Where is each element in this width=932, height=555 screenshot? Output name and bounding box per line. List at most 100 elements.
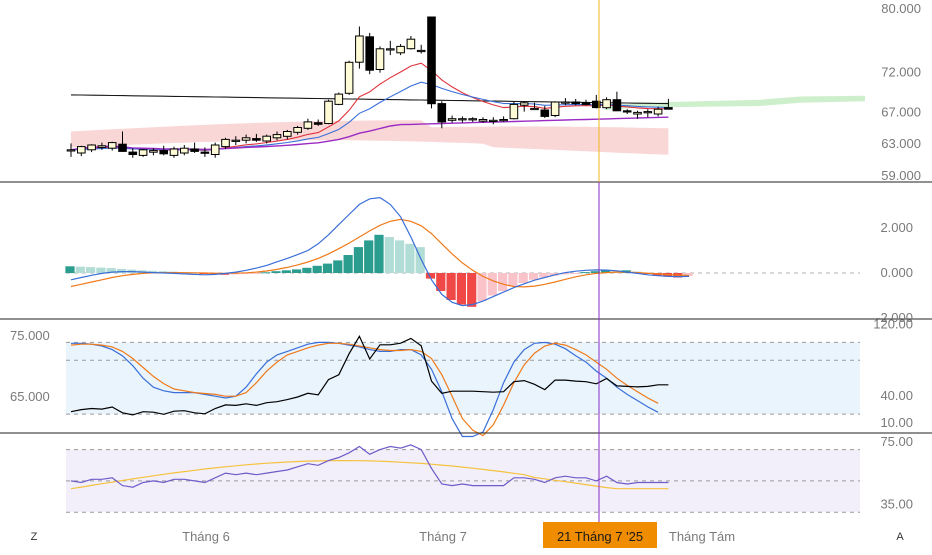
macd-histogram-bar (353, 247, 363, 273)
candle-52 (602, 97, 611, 110)
candle-body-up (324, 100, 333, 124)
x-tick-label-june: Tháng 6 (182, 529, 230, 544)
candle-5 (118, 131, 127, 152)
price-axis-tick: 67.000 (881, 104, 921, 119)
stochastic-band (66, 342, 860, 415)
stochastic-price-overlay-line (70, 335, 669, 416)
x-tick-label-august: Tháng Tám (669, 529, 735, 544)
candle-body-up (375, 48, 385, 70)
candle-3 (97, 142, 107, 150)
macd-histogram-bar (549, 273, 559, 276)
macd-histogram-bar (487, 273, 497, 296)
candle-body-up (489, 119, 498, 123)
candle-body-down (581, 102, 591, 105)
candle-56 (643, 109, 653, 118)
candle-7 (138, 149, 148, 157)
candle-40 (478, 117, 488, 123)
candle-body-down (313, 122, 323, 125)
macd-histogram-bar (456, 273, 466, 305)
candle-body-down (612, 99, 622, 112)
candle-12 (190, 142, 199, 153)
candle-36 (437, 101, 447, 129)
candle-11 (180, 145, 189, 156)
candle-49 (571, 98, 581, 106)
candle-body-up (241, 137, 251, 141)
macd-signal-line (70, 218, 690, 288)
candle-51 (592, 94, 601, 109)
candle-38 (458, 116, 467, 123)
candle-41 (489, 117, 498, 125)
candle-body-up (406, 38, 416, 50)
macd-histogram-bar (364, 240, 374, 273)
macd-histogram-bar (302, 267, 312, 273)
macd-histogram-bar (498, 273, 508, 291)
candle-26 (334, 92, 344, 106)
macd-line (70, 196, 690, 307)
macd-histogram-bar (240, 273, 250, 274)
candle-body-down (200, 151, 210, 154)
stochastic-left-tick: 75.000 (10, 328, 50, 343)
candle-body-up (221, 138, 230, 148)
candle-14 (210, 142, 220, 158)
candle-body-up (509, 103, 519, 120)
macd-histogram-bar (477, 273, 487, 302)
stochastic-axis-tick: 120.00 (873, 317, 913, 332)
log-scale-toggle[interactable]: Z (31, 531, 38, 543)
stochastic-axis-tick: 10.00 (880, 415, 913, 430)
candle-body-up (272, 134, 282, 139)
candle-body-up (107, 142, 117, 149)
candle-50 (581, 99, 591, 106)
macd-axis-tick: 0.000 (880, 265, 913, 280)
candle-body-up (66, 149, 76, 152)
candle-body-down (118, 143, 127, 152)
macd-histogram-bar (436, 273, 446, 291)
cloud-bull-region (605, 95, 865, 110)
candle-45 (530, 102, 539, 111)
macd-histogram-bar (395, 240, 405, 273)
candle-body-down (128, 151, 138, 156)
candle-body-up (283, 131, 292, 137)
candle-16 (231, 136, 241, 145)
candle-body-up (334, 93, 344, 105)
candle-body-up (468, 118, 477, 121)
candle-body-up (561, 101, 570, 104)
candle-18 (252, 133, 261, 142)
candle-body-up (77, 146, 86, 154)
stochastic-axis-tick: 40.00 (880, 388, 913, 403)
auto-scale-toggle[interactable]: A (896, 531, 904, 543)
x-tick-label-july: Tháng 7 (419, 529, 467, 544)
candle-48 (561, 98, 570, 106)
candle-body-up (499, 119, 508, 122)
candle-body-down (427, 16, 436, 105)
macd-histogram-bar (446, 273, 456, 300)
candle-6 (128, 148, 138, 158)
candle-4 (107, 141, 117, 151)
candle-58 (664, 98, 673, 110)
candle-body-down (540, 109, 550, 117)
price-axis-tick: 59.000 (881, 168, 921, 183)
rsi-ma-line (70, 460, 669, 490)
rsi-band (66, 449, 860, 513)
macd-histogram-bar (250, 273, 260, 274)
crosshair-date-badge (543, 522, 657, 548)
price-axis-tick: 80.000 (881, 1, 921, 16)
macd-histogram-bar (75, 266, 85, 273)
candle-body-up (530, 107, 539, 111)
macd-histogram-bar (322, 263, 333, 273)
price-axis-tick: 72.000 (881, 65, 921, 80)
candle-body-up (550, 101, 560, 116)
candle-body-up (87, 144, 96, 151)
candle-20 (272, 131, 282, 141)
macd-histogram-bar (333, 260, 343, 273)
candle-body-up (293, 127, 302, 133)
candle-27 (344, 60, 354, 95)
macd-histogram-bar (65, 266, 75, 274)
candle-body-down (159, 150, 168, 155)
candle-54 (622, 109, 632, 114)
candle-body-up (653, 108, 663, 115)
candle-body-down (190, 148, 199, 152)
macd-histogram-bar (374, 234, 384, 274)
cloud-bear-region (71, 120, 669, 155)
